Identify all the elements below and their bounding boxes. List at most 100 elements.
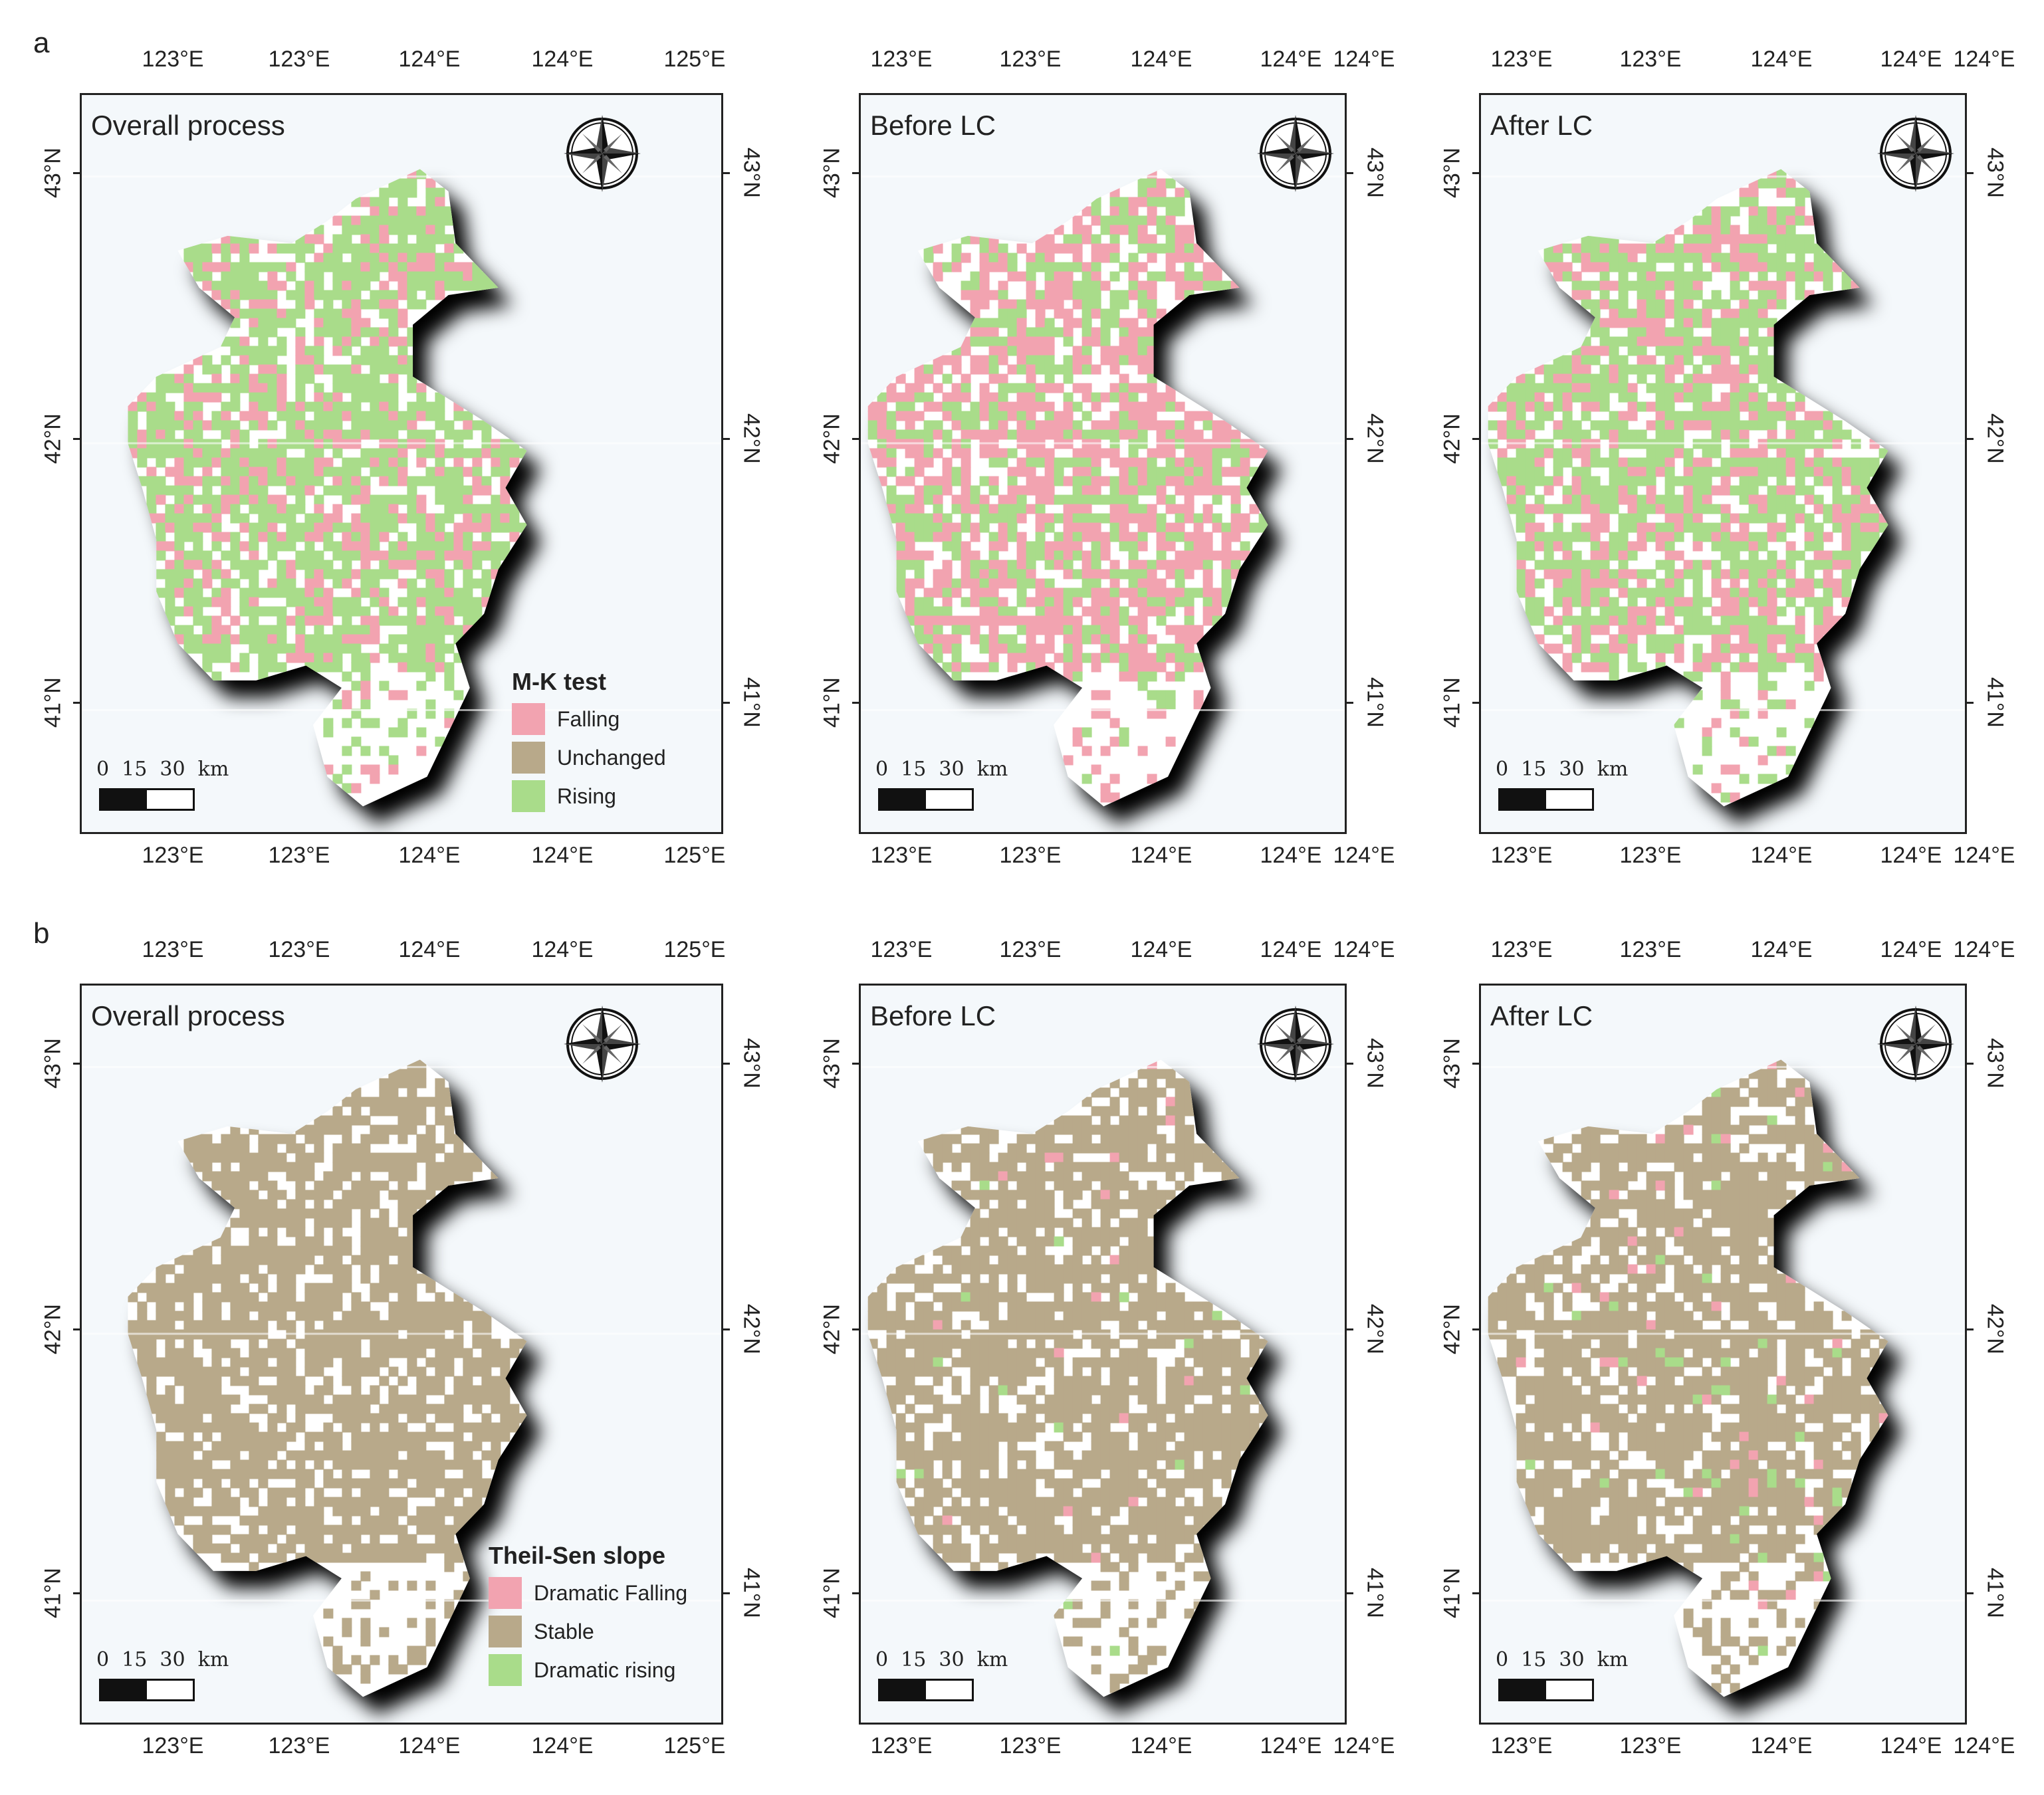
lon-tick-label: 124°E bbox=[1333, 47, 1395, 72]
lon-tick-label: 124°E bbox=[1333, 937, 1395, 962]
lon-tick-label: 123°E bbox=[1490, 47, 1553, 72]
compass-rose-icon bbox=[562, 114, 642, 193]
lon-tick-label: 124°E bbox=[1260, 937, 1322, 962]
tick-mark bbox=[1347, 702, 1353, 704]
lon-tick-label: 124°E bbox=[531, 937, 594, 962]
lon-tick-label: 123°E bbox=[268, 843, 330, 868]
raster-cells bbox=[1488, 1059, 1888, 1693]
scale-bar-labels: 0 15 30 km bbox=[96, 758, 229, 781]
tick-mark bbox=[1347, 438, 1353, 440]
scale-bar bbox=[878, 1679, 974, 1701]
lon-tick-label: 124°E bbox=[1130, 843, 1192, 868]
lat-tick-label: 42°N bbox=[1439, 413, 1465, 464]
tick-mark bbox=[73, 1592, 80, 1594]
lon-tick-label: 123°E bbox=[1619, 1733, 1682, 1758]
scale-bar bbox=[99, 788, 195, 811]
raster-cells bbox=[1488, 169, 1888, 803]
lat-tick-label: 43°N bbox=[819, 148, 845, 198]
tick-mark bbox=[723, 702, 730, 704]
lon-tick-label: 123°E bbox=[870, 47, 933, 72]
lon-tick-label: 123°E bbox=[1490, 1733, 1553, 1758]
scale-bar-segment bbox=[1500, 790, 1546, 809]
scale-bar bbox=[1498, 788, 1594, 811]
legend-swatch bbox=[512, 742, 545, 774]
tick-mark bbox=[1967, 702, 1974, 704]
legend-item: Stable bbox=[489, 1612, 687, 1651]
legend-item: Dramatic Falling bbox=[489, 1574, 687, 1612]
raster-cells bbox=[128, 1059, 527, 1684]
lat-tick-label: 42°N bbox=[738, 1304, 764, 1354]
tick-mark bbox=[73, 172, 80, 174]
lon-tick-label: 124°E bbox=[531, 47, 594, 72]
legend-swatch bbox=[512, 703, 545, 735]
lon-tick-label: 124°E bbox=[1750, 1733, 1813, 1758]
lon-tick-label: 123°E bbox=[142, 1733, 204, 1758]
legend-label: Falling bbox=[557, 706, 620, 731]
tick-mark bbox=[1967, 1063, 1974, 1065]
lat-tick-label: 43°N bbox=[1439, 1038, 1465, 1089]
map-frame: Overall process 0 15 30 km bbox=[80, 984, 723, 1725]
tick-mark bbox=[1967, 1592, 1974, 1594]
lon-tick-label: 124°E bbox=[398, 1733, 461, 1758]
map-frame: After LC 0 15 30 km bbox=[1479, 93, 1967, 834]
lat-tick-label: 41°N bbox=[1362, 1568, 1388, 1618]
tick-mark bbox=[1472, 702, 1479, 704]
region-map bbox=[861, 169, 1345, 824]
legend-label: Unchanged bbox=[557, 745, 666, 770]
lon-tick-label: 124°E bbox=[1750, 843, 1813, 868]
tick-mark bbox=[1472, 1592, 1479, 1594]
scale-bar-labels: 0 15 30 km bbox=[96, 1648, 229, 1671]
map-frame: Before LC 0 15 30 km bbox=[859, 984, 1347, 1725]
legend-title: M-K test bbox=[512, 668, 606, 695]
lat-tick-label: 43°N bbox=[40, 1038, 66, 1089]
lon-tick-label: 123°E bbox=[1619, 843, 1682, 868]
lat-tick-label: 42°N bbox=[1362, 1304, 1388, 1354]
region-map bbox=[82, 1059, 721, 1715]
lat-tick-label: 42°N bbox=[1362, 413, 1388, 464]
lat-tick-label: 43°N bbox=[40, 148, 66, 198]
lon-tick-label: 123°E bbox=[142, 843, 204, 868]
lat-tick-label: 42°N bbox=[1982, 413, 2008, 464]
lat-tick-label: 42°N bbox=[738, 413, 764, 464]
lat-tick-label: 43°N bbox=[738, 148, 764, 198]
tick-mark bbox=[1472, 1063, 1479, 1065]
legend-label: Dramatic rising bbox=[534, 1657, 676, 1682]
lon-tick-label: 124°E bbox=[1953, 1733, 2015, 1758]
legend-label: Rising bbox=[557, 784, 616, 808]
lon-tick-label: 123°E bbox=[268, 937, 330, 962]
lon-tick-label: 124°E bbox=[1880, 47, 1942, 72]
lon-tick-label: 124°E bbox=[1333, 1733, 1395, 1758]
tick-mark bbox=[1472, 172, 1479, 174]
legend-label: Dramatic Falling bbox=[534, 1580, 688, 1605]
lon-tick-label: 123°E bbox=[1490, 843, 1553, 868]
lon-tick-label: 124°E bbox=[1260, 47, 1322, 72]
tick-mark bbox=[852, 1328, 859, 1330]
compass-rose-icon bbox=[1876, 1004, 1956, 1084]
lon-tick-label: 124°E bbox=[1750, 47, 1813, 72]
tick-mark bbox=[1967, 438, 1974, 440]
legend: Theil-Sen slope Dramatic Falling Stable Dra… bbox=[489, 1542, 687, 1689]
panel-title: Before LC bbox=[870, 110, 996, 141]
lat-tick-label: 41°N bbox=[819, 677, 845, 728]
panel-letter: a bbox=[33, 27, 50, 59]
lon-tick-label: 123°E bbox=[999, 843, 1062, 868]
lon-tick-label: 125°E bbox=[663, 937, 726, 962]
lat-tick-label: 42°N bbox=[819, 413, 845, 464]
tick-mark bbox=[73, 702, 80, 704]
tick-mark bbox=[1967, 172, 1974, 174]
region-map bbox=[1481, 1059, 1965, 1715]
scale-bar-labels: 0 15 30 km bbox=[1496, 758, 1629, 781]
legend-item: Rising bbox=[512, 777, 666, 815]
legend-swatch bbox=[489, 1616, 522, 1647]
lat-tick-label: 43°N bbox=[1982, 1038, 2008, 1089]
lat-tick-label: 43°N bbox=[1362, 148, 1388, 198]
scale-bar-labels: 0 15 30 km bbox=[875, 758, 1008, 781]
lat-tick-label: 42°N bbox=[1439, 1304, 1465, 1354]
lon-tick-label: 124°E bbox=[531, 1733, 594, 1758]
tick-mark bbox=[852, 438, 859, 440]
tick-mark bbox=[723, 1328, 730, 1330]
region-map bbox=[1481, 169, 1965, 824]
lon-tick-label: 124°E bbox=[531, 843, 594, 868]
raster-cells bbox=[867, 1059, 1268, 1693]
lon-tick-label: 123°E bbox=[999, 47, 1062, 72]
